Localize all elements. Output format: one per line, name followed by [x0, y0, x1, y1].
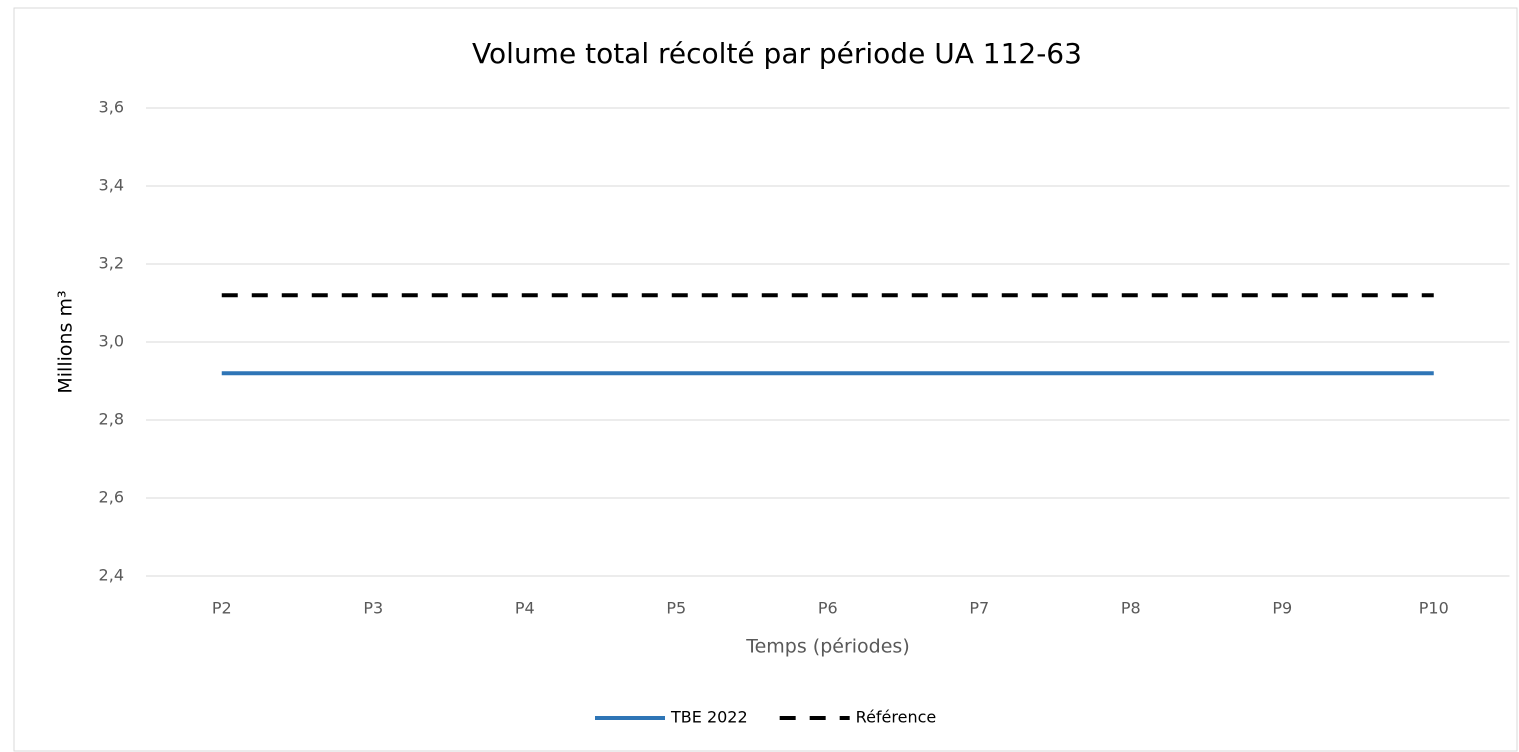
x-tick-label: P5 — [666, 599, 686, 618]
y-tick-label: 3,0 — [99, 332, 124, 351]
y-tick-label: 2,4 — [99, 566, 124, 585]
chart-border — [13, 7, 1518, 752]
x-tick-label: P6 — [818, 599, 838, 618]
x-tick-label: P4 — [515, 599, 535, 618]
x-tick-label: P8 — [1121, 599, 1141, 618]
x-tick-label: P7 — [969, 599, 989, 618]
y-tick-label: 2,6 — [99, 488, 124, 507]
legend-label: Référence — [856, 708, 937, 727]
y-tick-label: 3,4 — [99, 176, 124, 195]
chart-title: Volume total récolté par période UA 112-… — [472, 37, 1082, 70]
y-tick-label: 3,6 — [99, 98, 124, 117]
x-axis-title: Temps (périodes) — [745, 636, 910, 658]
y-tick-label: 2,8 — [99, 410, 124, 429]
x-tick-label: P10 — [1419, 599, 1449, 618]
y-axis-title: Millions m³ — [55, 290, 77, 393]
x-tick-label: P9 — [1272, 599, 1292, 618]
x-tick-label: P3 — [363, 599, 383, 618]
x-tick-label: P2 — [212, 599, 232, 618]
legend-label: TBE 2022 — [670, 708, 748, 727]
y-tick-label: 3,2 — [99, 254, 124, 273]
